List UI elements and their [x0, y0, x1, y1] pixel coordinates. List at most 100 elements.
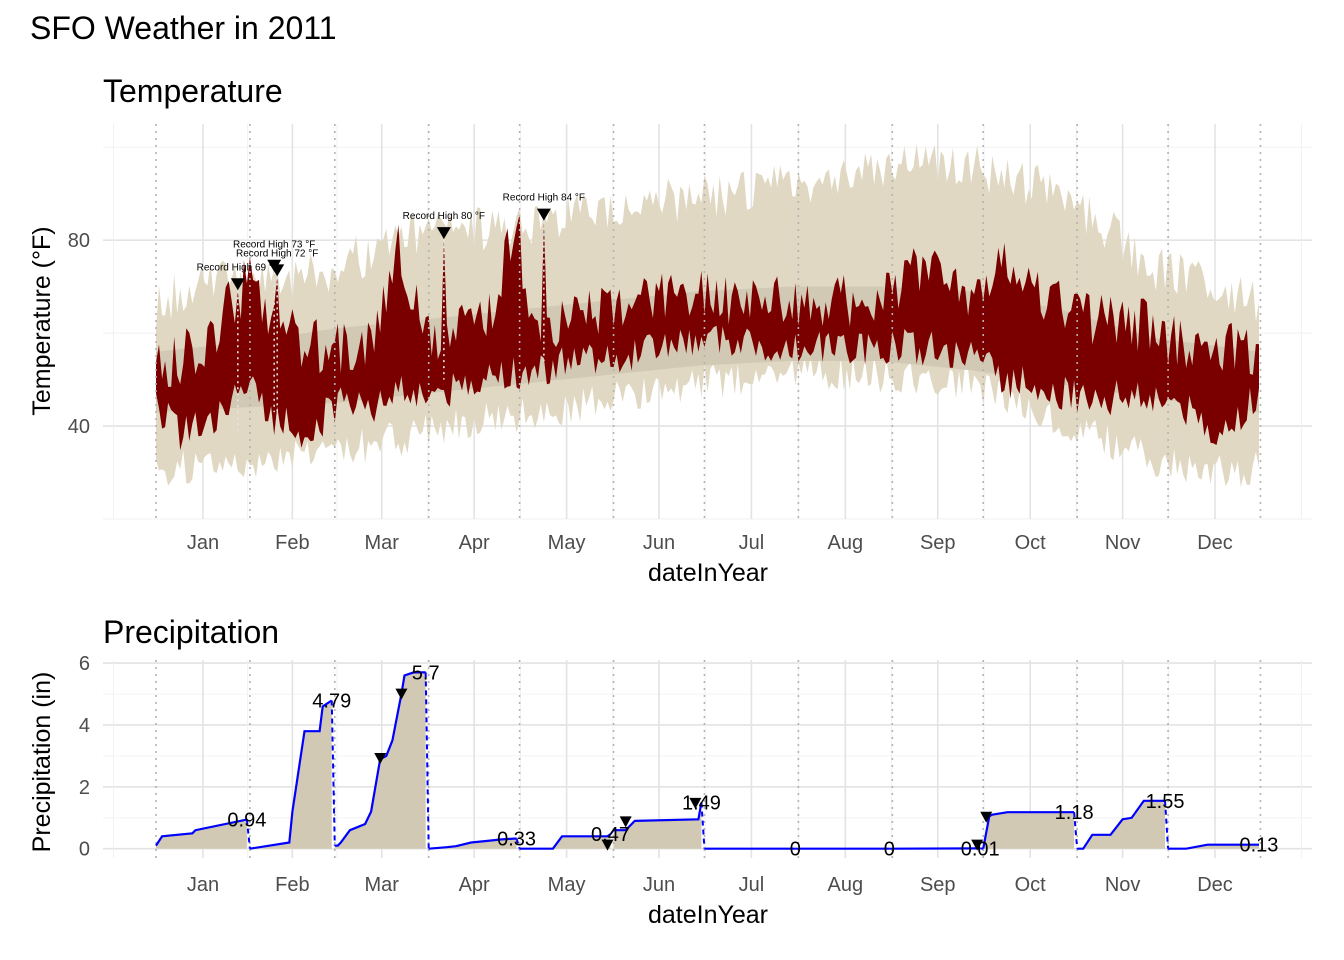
- temperature-x-tick-label: Aug: [828, 532, 864, 554]
- record-high-label: Record High 73 °F: [233, 240, 315, 251]
- precipitation-month-reset: [1164, 800, 1170, 849]
- precipitation-marker: [395, 688, 408, 700]
- temperature-panel-title: Temperature: [103, 73, 283, 109]
- precipitation-month-line: [155, 818, 248, 847]
- precipitation-month-reset: [424, 672, 430, 849]
- precipitation-x-tick-label: Apr: [459, 874, 490, 896]
- record-high-label: Record High 80 °F: [403, 211, 485, 222]
- temperature-x-tick-label: Sep: [920, 532, 956, 554]
- precipitation-month-dividers: [155, 660, 1262, 858]
- temperature-x-tick-label: Jul: [739, 532, 765, 554]
- precipitation-month-area: [613, 802, 702, 849]
- precipitation-month-total: 0.01: [961, 838, 1000, 860]
- precipitation-month-line: [428, 837, 517, 850]
- temperature-y-tick-label: 40: [68, 416, 90, 438]
- precipitation-month-area: [983, 812, 1075, 849]
- record-high-label: Record High 84 °F: [503, 193, 585, 204]
- precipitation-month-reset: [515, 838, 521, 850]
- precipitation-markers: [374, 688, 993, 851]
- precipitation-marker: [980, 811, 993, 823]
- precipitation-month-total: 1.49: [682, 793, 721, 815]
- precipitation-month-reset: [330, 700, 336, 846]
- precipitation-marker: [689, 797, 702, 809]
- precipitation-x-tick-label: Oct: [1015, 874, 1047, 896]
- precipitation-marker: [601, 839, 614, 851]
- precipitation-month-total: 0.13: [1240, 835, 1279, 857]
- precipitation-month-line: [519, 833, 612, 850]
- precipitation-month-total: 4.79: [312, 691, 351, 713]
- temperature-x-tick-label: Feb: [275, 532, 309, 554]
- precipitation-month-line: [613, 802, 703, 832]
- temperature-x-tick-label: Jun: [643, 532, 675, 554]
- precipitation-month-line: [249, 699, 333, 850]
- temperature-x-ticks: Jan Feb Mar Apr May Jun Jul Aug Sep Oct Nov Dec: [187, 532, 1233, 554]
- precipitation-month-reset: [245, 819, 251, 849]
- precipitation-y-ticks: 0 2 4 6: [79, 653, 90, 861]
- precipitation-month-reset: [1073, 812, 1079, 849]
- record-high-marker: [230, 278, 245, 291]
- precipitation-marker: [971, 839, 984, 851]
- record-high-label: Record High 72 °F: [236, 248, 318, 259]
- precipitation-month-area: [249, 700, 332, 849]
- precipitation-x-tick-label: Jul: [739, 874, 765, 896]
- precipitation-month-total: 1.55: [1146, 791, 1185, 813]
- precipitation-marker: [619, 816, 632, 828]
- actual-range-area: [156, 214, 1259, 451]
- record-high-marker: [536, 208, 551, 221]
- precipitation-x-tick-label: Sep: [920, 874, 956, 896]
- precipitation-y-axis-label: Precipitation (in): [28, 672, 56, 853]
- precipitation-month-area: [156, 819, 247, 849]
- temperature-x-tick-label: Apr: [459, 532, 490, 554]
- temperature-y-axis-label: Temperature (°F): [28, 226, 56, 415]
- precipitation-month-total: 5.7: [412, 662, 440, 684]
- precipitation-month-total: 0.33: [497, 829, 536, 851]
- temperature-x-tick-label: Jan: [187, 532, 219, 554]
- temperature-y-ticks: 40 80: [68, 230, 90, 438]
- precipitation-month-total: 0.94: [227, 810, 266, 832]
- precipitation-panel: Precipitation 0.944.795.70.33 0.471.490 0 0…: [28, 614, 1312, 929]
- temperature-x-tick-label: Nov: [1105, 532, 1141, 554]
- precipitation-x-tick-label: Jan: [187, 874, 219, 896]
- precipitation-month-area: [1077, 800, 1166, 849]
- precipitation-month-total: 0: [884, 839, 895, 861]
- temperature-month-dividers: [155, 124, 1262, 519]
- precipitation-month-total: 0: [790, 839, 801, 861]
- precipitation-lines: [155, 671, 1259, 850]
- record-high-label: Record High 69 °F: [197, 262, 279, 273]
- precipitation-month-line: [1077, 799, 1165, 850]
- precipitation-x-tick-label: Jun: [643, 874, 675, 896]
- precipitation-month-total: 1.18: [1055, 802, 1094, 824]
- precipitation-month-reset: [700, 802, 706, 849]
- temperature-x-tick-label: May: [548, 532, 586, 554]
- precipitation-x-ticks: Jan Feb Mar Apr May Jun Jul Aug Sep Oct Nov Dec: [187, 874, 1233, 896]
- temperature-panel: Temperature Record High 69 °F Record High…: [28, 73, 1312, 587]
- precipitation-panel-title: Precipitation: [103, 614, 279, 650]
- temperature-x-tick-label: Dec: [1197, 532, 1233, 554]
- precipitation-x-tick-label: Dec: [1197, 874, 1233, 896]
- precipitation-month-area: [519, 834, 611, 849]
- precipitation-y-tick-label: 0: [79, 839, 90, 861]
- precipitation-x-tick-label: Aug: [828, 874, 864, 896]
- precipitation-y-tick-label: 4: [79, 715, 90, 737]
- precipitation-month-totals: 0.94 4.79 5.7 0.33 0.47 1.49 0 0 0.01 1.18 1.55 0.1…: [227, 662, 1278, 860]
- precipitation-marker: [374, 753, 387, 764]
- precipitation-x-tick-label: Nov: [1105, 874, 1141, 896]
- precipitation-x-axis-label: dateInYear: [648, 901, 768, 929]
- temperature-actual-band: [156, 214, 1259, 451]
- record-high-marker: [436, 227, 451, 240]
- record-high-marker: [270, 264, 285, 277]
- precipitation-x-tick-label: Feb: [275, 874, 309, 896]
- precipitation-x-tick-label: May: [548, 874, 586, 896]
- temperature-x-axis-label: dateInYear: [648, 559, 768, 587]
- temperature-x-tick-label: Oct: [1015, 532, 1047, 554]
- precipitation-x-tick-label: Mar: [365, 874, 400, 896]
- temperature-y-tick-label: 80: [68, 230, 90, 252]
- precipitation-y-tick-label: 6: [79, 653, 90, 675]
- precipitation-month-line: [1168, 843, 1259, 850]
- precipitation-month-reset: [609, 829, 615, 835]
- precipitation-month-total: 0.47: [591, 824, 630, 846]
- precipitation-y-tick-label: 2: [79, 777, 90, 799]
- temperature-x-tick-label: Mar: [365, 532, 400, 554]
